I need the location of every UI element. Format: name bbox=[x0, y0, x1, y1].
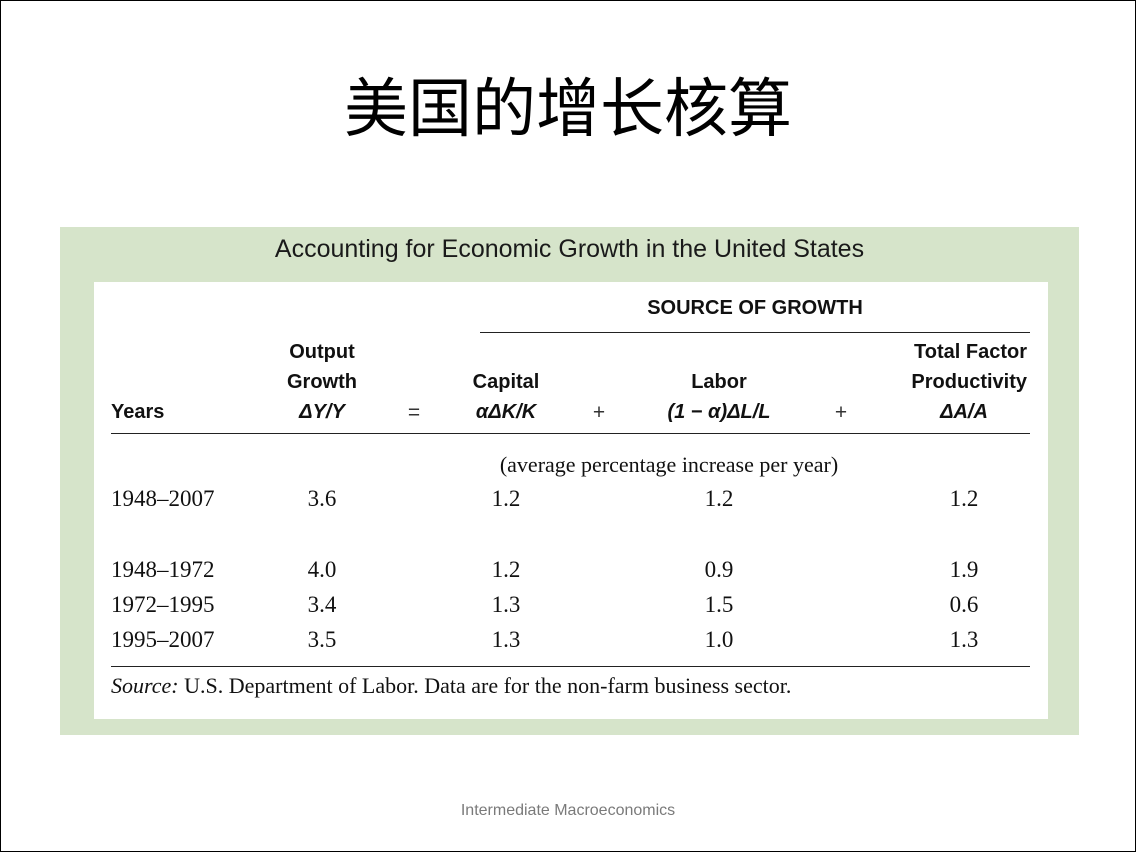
table-cell-years: 1995–2007 bbox=[111, 627, 215, 652]
table-cell-labor: 0.9 bbox=[704, 557, 734, 582]
col-header-years: Years bbox=[111, 401, 165, 423]
unit-note: (average percentage increase per year) bbox=[499, 452, 839, 477]
slide-title: 美国的增长核算 bbox=[344, 73, 792, 147]
table-cell-years: 1972–1995 bbox=[111, 592, 215, 617]
col-header-capital-symbol: αΔK/K bbox=[475, 401, 537, 423]
col-header-output-line1: Output bbox=[289, 341, 355, 363]
table-cell-output: 3.6 bbox=[307, 486, 337, 511]
table-cell-labor: 1.5 bbox=[704, 592, 734, 617]
table-cell-years: 1948–2007 bbox=[111, 486, 215, 511]
col-header-output-line2: Growth bbox=[287, 371, 357, 393]
table-cell-capital: 1.2 bbox=[491, 557, 521, 582]
table-cell-capital: 1.3 bbox=[491, 627, 521, 652]
growth-accounting-table: SOURCE OF GROWTH Years Output Growth ΔY/… bbox=[94, 282, 1048, 719]
col-header-labor: Labor bbox=[691, 371, 747, 393]
table-cell-years: 1948–1972 bbox=[111, 557, 215, 582]
source-note: Source: U.S. Department of Labor. Data a… bbox=[111, 674, 791, 698]
bottom-rule bbox=[111, 666, 1030, 667]
col-header-output-symbol: ΔY/Y bbox=[299, 401, 345, 423]
col-header-tfp-line1: Total Factor bbox=[914, 341, 1027, 363]
table-cell-output: 4.0 bbox=[307, 557, 337, 582]
table-title: Accounting for Economic Growth in the Un… bbox=[274, 235, 865, 263]
table-cell-tfp: 0.6 bbox=[949, 592, 979, 617]
slide-footer: Intermediate Macroeconomics bbox=[460, 802, 676, 819]
table-cell-labor: 1.2 bbox=[704, 486, 734, 511]
header-rule bbox=[111, 433, 1030, 434]
source-label: Source: bbox=[111, 673, 179, 698]
col-header-labor-symbol: (1 − α)ΔL/L bbox=[667, 401, 771, 423]
table-panel: Accounting for Economic Growth in the Un… bbox=[60, 227, 1079, 735]
col-header-tfp-symbol: ΔA/A bbox=[940, 401, 988, 423]
table-cell-tfp: 1.3 bbox=[949, 627, 979, 652]
plus-sign-1: + bbox=[592, 401, 606, 424]
source-text: U.S. Department of Labor. Data are for t… bbox=[178, 673, 792, 698]
plus-sign-2: + bbox=[834, 401, 848, 424]
table-cell-tfp: 1.9 bbox=[949, 557, 979, 582]
table-cell-tfp: 1.2 bbox=[949, 486, 979, 511]
source-of-growth-header: SOURCE OF GROWTH bbox=[647, 297, 863, 319]
equals-sign: = bbox=[407, 401, 421, 424]
table-cell-output: 3.5 bbox=[307, 627, 337, 652]
table-cell-capital: 1.2 bbox=[491, 486, 521, 511]
col-header-capital: Capital bbox=[472, 371, 540, 393]
table-cell-labor: 1.0 bbox=[704, 627, 734, 652]
col-header-tfp-line2: Productivity bbox=[911, 371, 1027, 393]
table-cell-capital: 1.3 bbox=[491, 592, 521, 617]
source-header-rule bbox=[480, 332, 1030, 333]
table-cell-output: 3.4 bbox=[307, 592, 337, 617]
